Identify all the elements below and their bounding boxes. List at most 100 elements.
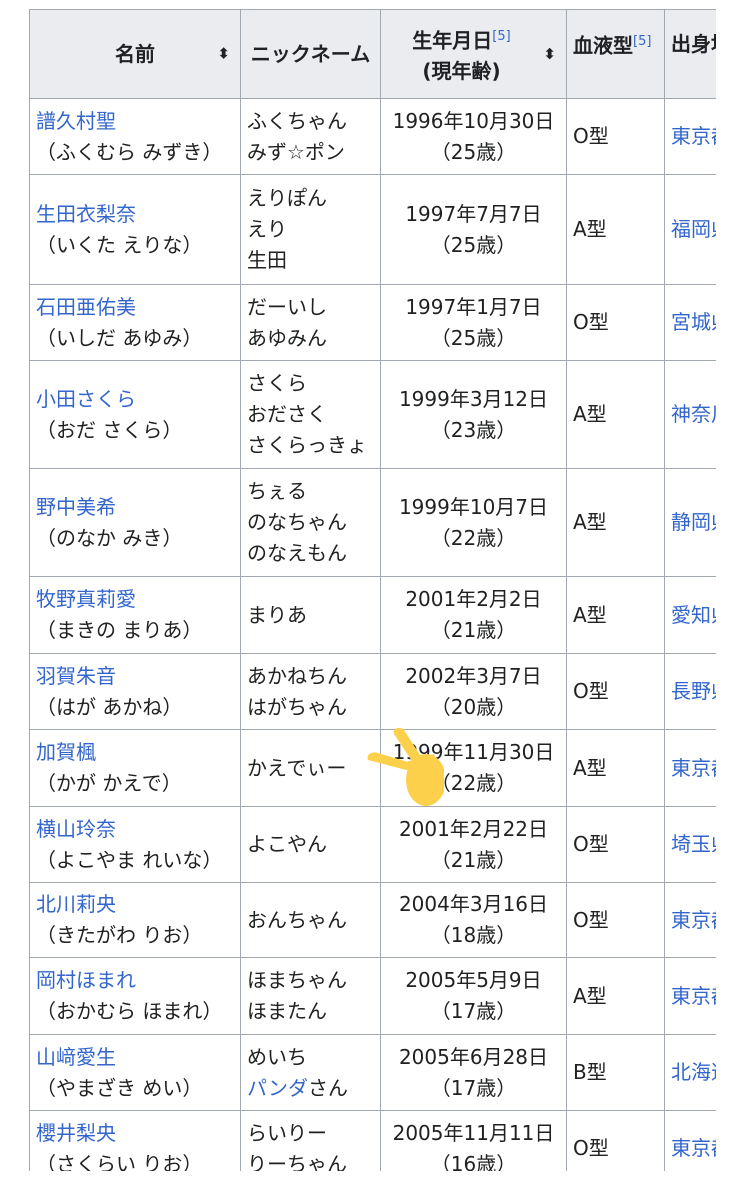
birthplace-link[interactable]: 福岡県 [671,217,716,241]
member-name-link[interactable]: 譜久村聖 [36,108,116,133]
member-name-link[interactable]: 加賀楓 [36,740,96,764]
nickname-link[interactable]: パンダ [247,1075,308,1100]
nickname-cell: ふくちゃん みず☆ポン [240,98,381,175]
nickname-cell: かえでぃー [240,729,381,807]
birthplace-link[interactable]: 東京都 [671,124,716,148]
birthplace-link[interactable]: 長野県 [671,679,716,703]
birthplace-cell: 長野県 [664,653,716,730]
birthplace-cell: 東京都 [664,882,716,958]
blood-type: O型 [566,653,665,730]
member-name-link[interactable]: 横山玲奈 [36,816,116,841]
nickname-cell: さくら おださく さくらっきょ [240,360,381,469]
table-row: 生田衣梨奈 （いくた えりな） えりぽん えり 生田 1997年7月7日 （25歳） A… [29,174,716,285]
header-name-label: 名前 [115,41,155,66]
birthplace-link[interactable]: 愛知県 [671,602,716,627]
member-name-link[interactable]: 石田亜佑美 [36,294,136,319]
nickname: ちぇる [247,479,307,503]
member-name-link[interactable]: 北川莉央 [36,892,116,916]
birthplace-cell: 愛知県 [664,576,716,654]
header-blood-label: 血液型 [573,33,633,58]
reference-link[interactable]: [5] [492,29,511,45]
birthplace-link[interactable]: 東京都 [671,983,716,1008]
nickname: かえでぃー [247,755,347,780]
member-name-link[interactable]: 岡村ほまれ [36,968,136,992]
reference-link[interactable]: [5] [633,34,652,49]
nickname: はがちゃん [247,694,347,719]
sort-icon[interactable]: ⬍ [543,45,556,63]
nickname: パンダさん [247,1075,348,1100]
age: （20歳） [430,694,517,719]
birthplace-link[interactable]: 東京都 [671,1136,716,1160]
table-row: 横山玲奈 （よこやま れいな） よこやん 2001年2月22日 （21歳） O型 埼… [29,806,716,883]
birth-cell: 1999年3月12日 （23歳） [380,360,567,469]
birth-date: 1997年1月7日 [405,294,542,319]
name-reading: （さくらい りお） [36,1151,203,1172]
birthplace-link[interactable]: 東京都 [671,755,716,780]
name-cell: 北川莉央 （きたがわ りお） [29,882,241,958]
name-cell: 岡村ほまれ （おかむら ほまれ） [29,957,241,1035]
table-row: 野中美希 （のなか みき） ちぇる のなちゃん のなえもん 1999年10月7日 （22… [29,468,716,577]
age: （25歳） [430,232,517,257]
name-cell: 加賀楓 （かが かえで） [29,729,241,807]
member-name-link[interactable]: 山﨑愛生 [36,1044,116,1069]
sort-icon[interactable]: ⬍ [217,44,230,63]
nickname: らいりー [247,1120,327,1145]
member-name-link[interactable]: 櫻井梨央 [36,1120,116,1145]
table-row: 北川莉央 （きたがわ りお） おんちゃん 2004年3月16日 （18歳） O型 東… [29,882,716,958]
birth-date: 1999年10月7日 [398,494,549,519]
birth-date: 2001年2月22日 [398,816,549,841]
blood-type: B型 [566,1034,665,1111]
birthplace-cell: 福岡県 [664,174,716,285]
members-table-container: 名前⬍ ニックネーム 生年月日[5](現年齢)⬍ 血液型[5] 出身地 譜久村聖… [29,9,716,1171]
name-reading: （かが かえで） [36,771,182,795]
age: （25歳） [430,325,517,350]
member-name-link[interactable]: 羽賀朱音 [36,663,116,688]
member-name-link[interactable]: 生田衣梨奈 [36,201,136,226]
nickname: まりあ [247,602,307,627]
age: （22歳） [430,771,517,795]
name-cell: 石田亜佑美 （いしだ あゆみ） [29,284,241,361]
birthplace-cell: 東京都 [664,729,716,807]
birth-date: 2004年3月16日 [398,892,549,916]
nickname: のなちゃん [247,510,347,534]
birthplace-link[interactable]: 神奈川県 [671,402,716,426]
birth-date: 1999年3月12日 [398,386,549,411]
nickname-cell: おんちゃん [240,882,381,958]
age: （21歳） [430,618,517,642]
name-reading: （いくた えりな） [36,232,203,257]
table-row: 櫻井梨央 （さくらい りお） らいりー りーちゃん 2005年11月11日 （16歳）… [29,1110,716,1172]
nickname: えり [247,217,287,241]
blood-type: O型 [566,882,665,958]
nickname: ほまたん [247,999,327,1023]
member-name-link[interactable]: 野中美希 [36,494,116,519]
birthplace-link[interactable]: 埼玉県 [671,832,716,856]
member-name-link[interactable]: 小田さくら [36,386,136,411]
birth-cell: 1999年10月7日 （22歳） [380,468,567,577]
birthplace-link[interactable]: 静岡県 [671,510,716,534]
birthplace-link[interactable]: 宮城県 [671,310,716,334]
birth-date: 2005年6月28日 [398,1044,549,1069]
table-row: 牧野真莉愛 （まきの まりあ） まりあ 2001年2月2日 （21歳） A型 愛知県 [29,576,716,654]
birth-date: 2005年11月11日 [392,1120,555,1145]
header-birth[interactable]: 生年月日[5] (現年齢) ⬍ [380,9,567,99]
birth-cell: 2005年6月28日 （17歳） [380,1034,567,1111]
birthplace-link[interactable]: 東京都 [671,907,716,932]
header-row: 名前⬍ ニックネーム 生年月日[5](現年齢)⬍ 血液型[5] 出身地 [29,9,716,99]
nickname: えりぽん [247,186,327,210]
birthplace-link[interactable]: 北海道 [671,1060,716,1084]
name-cell: 生田衣梨奈 （いくた えりな） [29,174,241,285]
name-reading: （はが あかね） [36,694,183,719]
birthplace-cell: 宮城県 [664,284,716,361]
nickname: さくら [247,371,307,395]
nickname: ふくちゃん [247,108,347,133]
table-row: 山﨑愛生 （やまざき めい） めいち パンダさん 2005年6月28日 （17歳） B… [29,1034,716,1111]
birthplace-cell: 東京都 [664,957,716,1035]
nickname: おんちゃん [247,907,347,932]
nickname-cell: よこやん [240,806,381,883]
table-row: 羽賀朱音 （はが あかね） あかねちん はがちゃん 2002年3月7日 （20歳） O… [29,653,716,730]
header-blood: 血液型[5] [566,9,665,99]
header-name[interactable]: 名前 ⬍ [29,9,241,99]
nickname-cell: えりぽん えり 生田 [240,174,381,285]
member-name-link[interactable]: 牧野真莉愛 [36,587,136,611]
name-reading: （おだ さくら） [36,417,183,442]
